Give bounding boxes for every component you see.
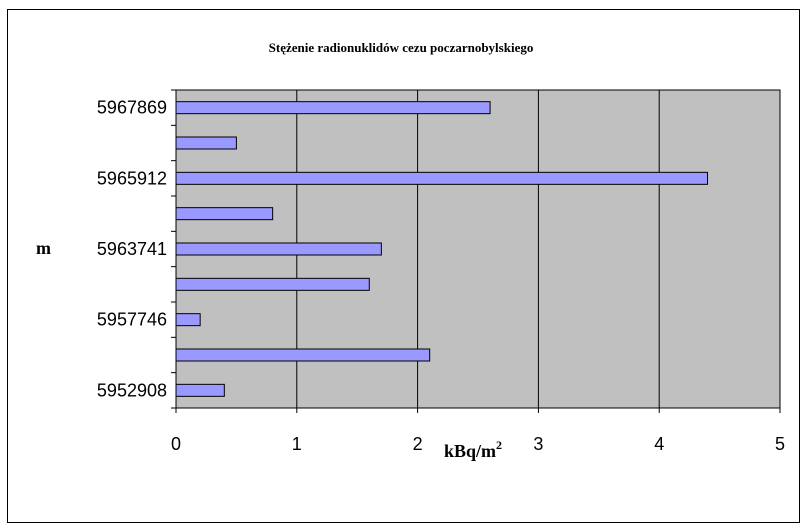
x-tick-label: 4 [654,434,664,454]
y-tick-label: 5967869 [97,98,167,118]
y-tick-label: 5952908 [97,380,167,400]
bar [175,171,709,185]
bar [175,348,431,362]
chart-svg: Stężenie radionuklidów cezu poczarnobyls… [36,40,785,461]
x-tick-label: 2 [413,434,423,454]
x-tick-label: 5 [775,434,785,454]
axes [171,89,781,413]
bar [175,101,491,115]
chart-frame: Stężenie radionuklidów cezu poczarnobyls… [7,9,800,523]
x-axis-label-superscript: 2 [496,438,502,452]
y-tick-label: 5963741 [97,239,167,259]
y-axis-label: m [36,238,51,258]
bar [175,136,237,150]
x-tick-label: 1 [292,434,302,454]
bar [175,242,382,256]
x-tick-label: 3 [533,434,543,454]
bar [175,277,370,291]
bars [175,101,709,397]
chart-title: Stężenie radionuklidów cezu poczarnobyls… [269,40,534,55]
x-tick-label: 0 [171,434,181,454]
y-tick-label: 5957746 [97,310,167,330]
bar [175,383,225,397]
bar [175,313,201,327]
x-axis-label-main: kBq/m [444,441,496,461]
x-axis-label: kBq/m2 [444,438,502,461]
y-tick-label: 5965912 [97,168,167,188]
bar [175,207,274,221]
y-tick-labels: 5967869 5965912 5963741 5957746 5952908 [97,98,167,401]
x-tick-labels: 0 1 2 3 4 5 [171,434,785,454]
